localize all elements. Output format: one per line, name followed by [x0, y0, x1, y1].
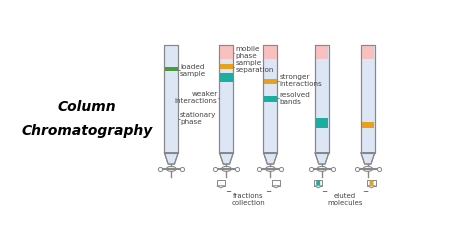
Bar — [219, 45, 233, 153]
Polygon shape — [367, 186, 375, 188]
Polygon shape — [315, 153, 329, 164]
Bar — [220, 45, 233, 60]
Polygon shape — [314, 186, 322, 188]
Bar — [264, 45, 277, 153]
Text: _: _ — [226, 183, 230, 192]
Polygon shape — [264, 153, 277, 164]
Polygon shape — [361, 153, 375, 164]
Text: stationary
phase: stationary phase — [180, 112, 217, 125]
Text: fractions
collection: fractions collection — [232, 193, 265, 206]
Polygon shape — [219, 153, 233, 164]
Bar — [264, 79, 277, 84]
Text: Column: Column — [57, 100, 116, 114]
Polygon shape — [217, 186, 225, 188]
Bar — [367, 180, 375, 186]
Circle shape — [363, 166, 373, 171]
Text: eluted
molecules: eluted molecules — [327, 193, 363, 206]
Bar — [219, 45, 233, 153]
Bar — [362, 45, 374, 60]
Polygon shape — [272, 186, 280, 188]
Text: stronger
interactions: stronger interactions — [279, 74, 322, 87]
Bar — [217, 180, 225, 186]
Text: loaded
sample: loaded sample — [180, 64, 206, 77]
Circle shape — [370, 183, 373, 185]
Text: mobile
phase: mobile phase — [235, 47, 260, 60]
Bar — [316, 45, 328, 60]
Circle shape — [166, 166, 176, 171]
Bar — [314, 180, 322, 186]
Bar — [272, 180, 280, 186]
Bar — [315, 45, 329, 153]
Bar — [264, 45, 277, 153]
Text: Chromatography: Chromatography — [21, 124, 153, 138]
Circle shape — [222, 166, 231, 171]
Text: sample
separation: sample separation — [235, 60, 273, 73]
Bar — [362, 122, 374, 128]
Bar — [164, 45, 178, 153]
Circle shape — [317, 181, 319, 183]
Polygon shape — [164, 153, 178, 164]
Text: _: _ — [322, 183, 327, 192]
Circle shape — [317, 166, 327, 171]
Circle shape — [370, 181, 373, 183]
Bar — [264, 96, 277, 102]
Bar — [361, 45, 375, 153]
Text: weaker
interactions: weaker interactions — [175, 91, 218, 104]
Text: _: _ — [266, 183, 271, 192]
Text: _: _ — [363, 183, 367, 192]
Bar — [316, 118, 328, 128]
Text: resolved
bands: resolved bands — [279, 92, 310, 105]
Bar — [220, 64, 233, 69]
Bar — [361, 45, 375, 153]
Bar — [264, 45, 277, 60]
Bar — [315, 45, 329, 153]
Bar — [165, 67, 178, 71]
Bar — [220, 72, 233, 82]
Bar — [164, 45, 178, 153]
Circle shape — [317, 183, 319, 185]
Circle shape — [266, 166, 275, 171]
